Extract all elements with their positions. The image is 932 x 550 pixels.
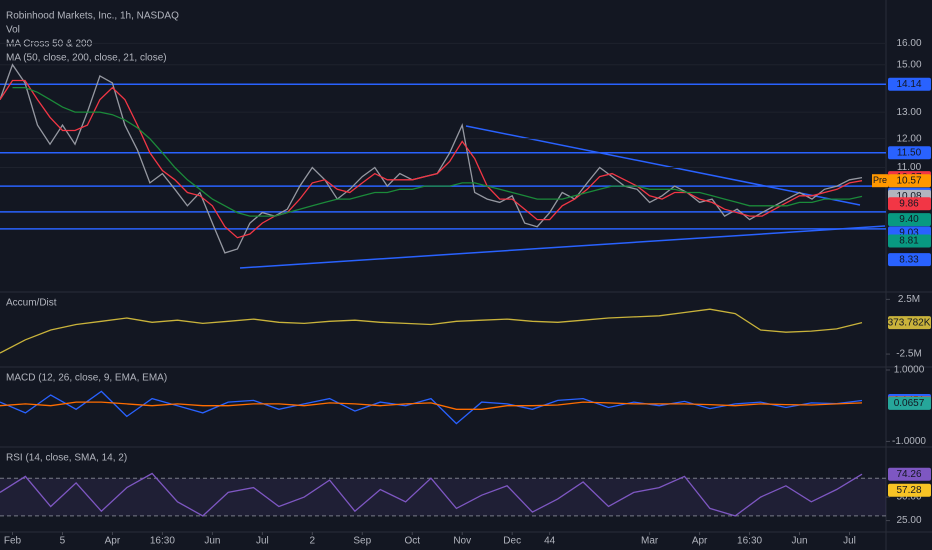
x-tick-label: Jun <box>204 536 220 547</box>
rsi-band <box>0 478 886 516</box>
indicator-label: Vol <box>6 25 20 36</box>
y-tick-label: -2.5M <box>896 349 922 360</box>
series-line <box>12 86 863 217</box>
price-tag-label: 9.40 <box>899 214 919 225</box>
price-tag <box>888 174 931 188</box>
price-tag <box>888 396 931 410</box>
pane-title: Accum/Dist <box>6 298 57 309</box>
x-tick-label: Apr <box>692 536 708 547</box>
series-line <box>0 79 863 239</box>
price-tag <box>888 197 931 211</box>
price-tag-label: 8.81 <box>899 236 919 247</box>
x-tick-label: Nov <box>453 536 471 547</box>
price-tag-label: 10.57 <box>896 175 921 186</box>
x-tick-label: Jul <box>256 536 269 547</box>
x-tick-label: Oct <box>404 536 420 547</box>
x-tick-label: Jun <box>791 536 807 547</box>
x-tick-label: 2 <box>310 536 316 547</box>
price-tag <box>888 253 931 267</box>
price-tag-label: 9.86 <box>899 198 919 209</box>
price-tag-label: 8.33 <box>899 254 919 265</box>
y-tick-label: 2.5M <box>898 294 920 305</box>
pane-title: MACD (12, 26, close, 9, EMA, EMA) <box>6 373 167 384</box>
y-tick-label: 25.00 <box>896 515 921 526</box>
y-tick-label: 12.00 <box>896 133 921 144</box>
price-tag-label: 11.50 <box>897 147 922 158</box>
series-line <box>0 308 863 354</box>
x-tick-label: 5 <box>60 536 66 547</box>
indicator-label: MA (50, close, 200, close, 21, close) <box>6 53 167 64</box>
price-tag-label: 373.782K <box>888 317 931 328</box>
series-line <box>0 472 863 517</box>
price-tag-label: 14.14 <box>896 79 921 90</box>
price-tag-label: 9.03 <box>899 228 919 239</box>
tag-name: Pre <box>873 175 887 185</box>
price-tag <box>888 146 931 160</box>
y-tick-label: 50.00 <box>896 492 921 503</box>
x-tick-label: Apr <box>105 536 121 547</box>
y-tick-label: 13.00 <box>896 107 921 118</box>
price-tag-label: 57.28 <box>896 485 921 496</box>
price-tag <box>888 234 931 248</box>
price-tag-label: 0.0657 <box>894 398 925 409</box>
trendline <box>239 225 886 269</box>
price-tag-label: 10.08 <box>896 191 921 202</box>
series-line <box>0 401 863 410</box>
y-tick-label: -1.0000 <box>892 436 926 447</box>
x-tick-label: Dec <box>503 536 521 547</box>
y-tick-label: 15.00 <box>896 59 921 70</box>
x-tick-label: Jul <box>843 536 856 547</box>
price-tag <box>888 467 931 481</box>
indicator-label: MA Cross 50 & 200 <box>6 39 93 50</box>
price-tag <box>888 316 931 330</box>
trendline <box>465 125 861 206</box>
price-tag <box>888 77 931 91</box>
y-tick-label: 1.0000 <box>894 365 925 376</box>
y-tick-label: 11.00 <box>897 162 922 173</box>
price-tag <box>888 483 931 497</box>
price-tag <box>888 213 931 227</box>
pane-title: RSI (14, close, SMA, 14, 2) <box>6 453 127 464</box>
x-tick-label: Feb <box>4 536 22 547</box>
x-tick-label: 16:30 <box>150 536 175 547</box>
pane-title: Robinhood Markets, Inc., 1h, NASDAQ <box>6 11 179 22</box>
x-tick-label: Sep <box>353 536 371 547</box>
tag-name-box <box>872 174 888 188</box>
y-tick-label: 16.00 <box>896 38 921 49</box>
x-tick-label: 16:30 <box>737 536 762 547</box>
x-tick-label: 44 <box>544 536 556 547</box>
price-tag-label: 74.26 <box>896 469 921 480</box>
x-tick-label: Mar <box>641 536 659 547</box>
